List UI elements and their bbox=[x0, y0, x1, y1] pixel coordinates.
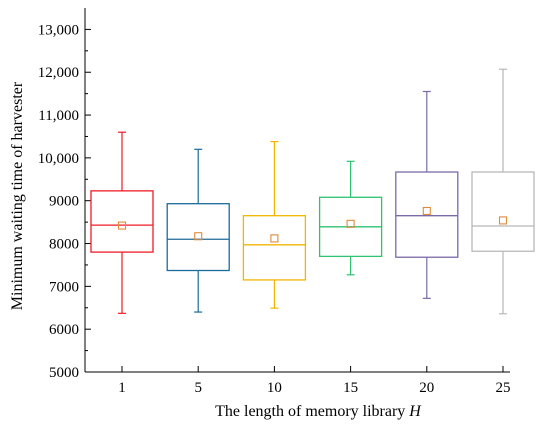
box-1 bbox=[90, 131, 154, 314]
mean-marker bbox=[422, 206, 431, 216]
x-tick-label: 1 bbox=[118, 380, 126, 396]
iqr-box bbox=[166, 203, 230, 272]
y-tick-label: 5000 bbox=[49, 365, 79, 381]
x-tick-label: 10 bbox=[267, 380, 282, 396]
y-tick-label: 7000 bbox=[49, 279, 79, 295]
x-axis-variable: H bbox=[408, 403, 422, 420]
y-tick-label: 11,000 bbox=[38, 108, 79, 124]
y-tick-label: 8000 bbox=[49, 237, 79, 253]
box-10 bbox=[242, 141, 307, 309]
iqr-box bbox=[471, 171, 535, 252]
box-15 bbox=[318, 160, 383, 276]
y-tick-label: 10,000 bbox=[38, 151, 79, 167]
x-tick-label: 5 bbox=[194, 380, 202, 396]
mean-marker bbox=[498, 216, 508, 225]
iqr-box bbox=[242, 215, 307, 281]
box-25 bbox=[471, 68, 535, 315]
y-tick-label: 6000 bbox=[49, 322, 79, 338]
axes: 5000 6000 7000 8000 9000 10,000 11,000 12,000 13… bbox=[38, 8, 511, 396]
mean-marker bbox=[117, 221, 127, 230]
mean-marker bbox=[346, 219, 355, 228]
x-axis-title: The length of memory library H bbox=[215, 403, 422, 420]
box-series bbox=[90, 68, 535, 315]
y-tick-label: 9000 bbox=[49, 194, 79, 210]
y-axis-title: Minimum waiting time of harvester bbox=[9, 81, 26, 310]
box-20 bbox=[395, 90, 459, 299]
mean-marker bbox=[194, 232, 203, 241]
x-tick-label: 15 bbox=[343, 380, 358, 396]
y-tick-label: 12,000 bbox=[38, 65, 79, 81]
y-tick-label: 13,000 bbox=[38, 22, 79, 38]
x-tick-label: 25 bbox=[496, 380, 511, 396]
mean-marker bbox=[270, 234, 279, 243]
box-5 bbox=[166, 148, 230, 313]
iqr-box bbox=[90, 190, 154, 253]
x-tick-label: 20 bbox=[419, 380, 434, 396]
